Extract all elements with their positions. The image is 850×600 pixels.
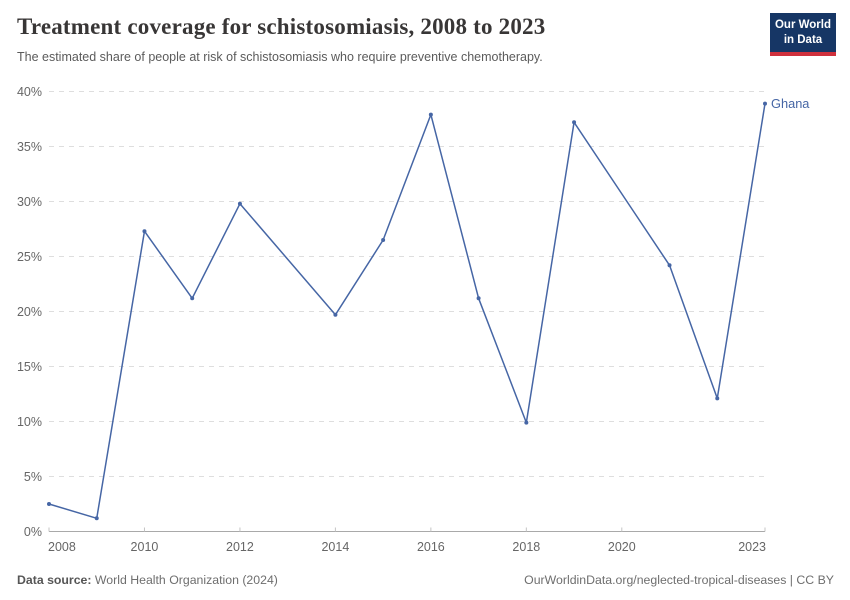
y-tick-label: 20% [17, 305, 42, 319]
footer-link: OurWorldinData.org/neglected-tropical-di… [524, 573, 834, 587]
x-tick-label: 2012 [226, 540, 254, 554]
data-point [428, 112, 433, 117]
owid-logo-line2: in Data [783, 33, 823, 46]
data-point [94, 516, 99, 521]
x-tick-label: 2018 [512, 540, 540, 554]
data-source: Data source: World Health Organization (… [17, 573, 278, 587]
data-point [572, 120, 577, 125]
y-tick-label: 30% [17, 195, 42, 209]
line-chart: 0% 5% 10% 15% 20% 25% 30% 35% 40% 2008 2010 2012 201… [17, 85, 810, 554]
data-point [763, 101, 767, 106]
y-tick-label: 10% [17, 415, 42, 429]
chart-subtitle: The estimated share of people at risk of… [17, 50, 543, 64]
x-tick-label: 2014 [321, 540, 349, 554]
x-tick-label: 2020 [608, 540, 636, 554]
series-line-ghana[interactable] [48, 103, 766, 520]
data-source-value: World Health Organization (2024) [94, 573, 278, 587]
y-tick-label: 40% [17, 85, 42, 99]
data-point [524, 420, 529, 425]
data-point [47, 502, 51, 506]
data-point [237, 201, 242, 206]
owid-logo-line1: Our World [774, 19, 831, 31]
y-tick-label: 25% [17, 250, 42, 264]
x-tick-label: 2016 [417, 540, 445, 554]
y-tick-label: 0% [24, 525, 42, 539]
data-point [190, 296, 195, 301]
data-source-label: Data source: [17, 573, 92, 587]
y-tick-label: 5% [24, 470, 42, 484]
y-tick-label: 35% [17, 140, 42, 154]
owid-logo: Our World in Data [770, 13, 836, 57]
y-tick-label: 15% [17, 360, 42, 374]
x-tick-label: 2008 [48, 540, 76, 554]
x-tick-label: 2023 [738, 540, 766, 554]
data-point [333, 312, 338, 317]
data-point [715, 396, 720, 401]
data-point [476, 296, 481, 301]
page-title: Treatment coverage for schistosomiasis, … [17, 14, 546, 39]
data-point [381, 238, 386, 242]
data-point [142, 229, 147, 234]
x-tick-label: 2010 [131, 540, 159, 554]
series-label-ghana[interactable]: Ghana [771, 96, 810, 111]
data-point [667, 263, 672, 268]
